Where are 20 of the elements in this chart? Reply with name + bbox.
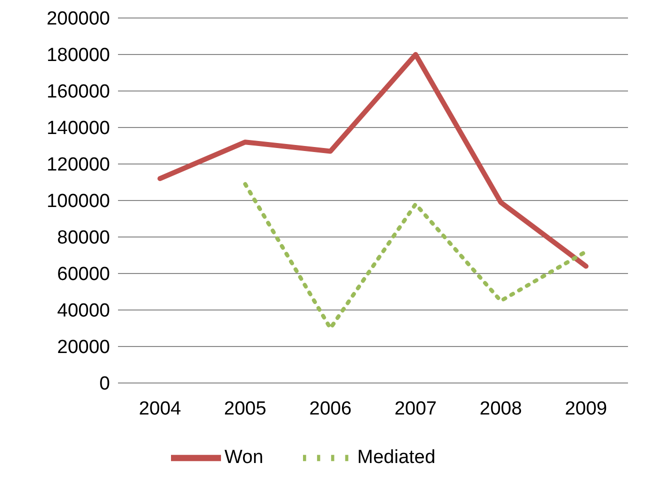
x-tick-label: 2009 [564,398,608,420]
line-series [243,182,588,330]
y-tick-label: 200000 [46,8,110,30]
y-tick-label: 80000 [57,228,110,249]
x-tick-label: 2007 [394,398,437,420]
x-tick-label: 2005 [224,398,266,420]
y-tick-label: 120000 [46,154,110,176]
legend-label: Won [224,447,264,468]
y-tick-label: 100000 [46,191,110,212]
y-tick-label: 140000 [46,118,110,140]
x-tick-label: 2004 [138,398,182,420]
y-tick-label: 180000 [46,45,110,66]
x-tick-label: 2006 [309,398,352,420]
y-tick-label: 40000 [57,300,110,322]
y-tick-label: 60000 [57,264,110,286]
y-tick-label: 0 [99,374,110,395]
y-tick-label: 20000 [57,337,110,358]
x-tick-label: 2008 [480,398,522,420]
legend-label: Mediated [357,447,436,468]
y-tick-label: 160000 [46,82,110,103]
